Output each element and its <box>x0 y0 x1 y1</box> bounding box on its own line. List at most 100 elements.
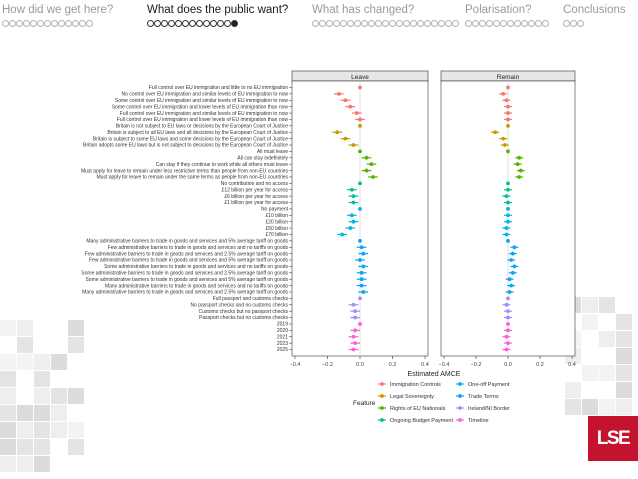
nav-slide-dot[interactable] <box>465 20 472 27</box>
nav-slide-dot[interactable] <box>319 20 326 27</box>
nav-slide-dot[interactable] <box>438 20 445 27</box>
nav-section-polarisation[interactable]: Polarisation? <box>465 4 549 27</box>
nav-slide-dot[interactable] <box>417 20 424 27</box>
estimate-point <box>343 136 348 141</box>
nav-section-title[interactable]: How did we get here? <box>2 4 114 16</box>
estimate-point <box>506 187 510 192</box>
estimate-point <box>351 334 356 339</box>
nav-slide-dot[interactable] <box>493 20 500 27</box>
nav-slide-dot[interactable] <box>154 20 161 27</box>
nav-slide-dot[interactable] <box>210 20 217 27</box>
y-tick-label: £50 billion <box>265 226 288 232</box>
nav-slide-dot[interactable] <box>2 20 9 27</box>
estimate-point <box>515 162 520 167</box>
nav-slide-dot[interactable] <box>424 20 431 27</box>
nav-section-title[interactable]: Conclusions <box>563 4 626 16</box>
nav-slide-dot[interactable] <box>224 20 231 27</box>
estimate-point <box>364 155 369 160</box>
nav-slide-dot[interactable] <box>528 20 535 27</box>
nav-slide-dot[interactable] <box>217 20 224 27</box>
nav-slide-dot[interactable] <box>189 20 196 27</box>
nav-section-what-does-the-public-want[interactable]: What does the public want? <box>147 4 289 27</box>
nav-slide-dot[interactable] <box>9 20 16 27</box>
estimate-point <box>506 328 510 333</box>
legend-entry: Ongoing Budget Payment <box>390 418 453 424</box>
y-tick-label: £6 billion per year for access <box>224 194 288 200</box>
estimate-point <box>504 194 509 199</box>
nav-slide-dot[interactable] <box>196 20 203 27</box>
nav-slide-dot[interactable] <box>340 20 347 27</box>
estimate-point <box>506 296 510 301</box>
nav-slide-dot[interactable] <box>333 20 340 27</box>
nav-slide-dot[interactable] <box>361 20 368 27</box>
nav-section-what-has-changed[interactable]: What has changed? <box>312 4 459 27</box>
nav-slide-dot[interactable] <box>203 20 210 27</box>
nav-slide-dot[interactable] <box>389 20 396 27</box>
nav-slide-dot[interactable] <box>452 20 459 27</box>
nav-slide-dot[interactable] <box>403 20 410 27</box>
nav-slide-dot[interactable] <box>514 20 521 27</box>
nav-slide-dot[interactable] <box>375 20 382 27</box>
nav-slide-dot[interactable] <box>347 20 354 27</box>
nav-slide-dot[interactable] <box>542 20 549 27</box>
x-tick-label: −0.2 <box>471 362 482 368</box>
x-tick-label: 0.4 <box>568 362 576 368</box>
nav-section-title[interactable]: What has changed? <box>312 4 415 16</box>
estimate-point <box>509 258 514 262</box>
nav-slide-dot[interactable] <box>431 20 438 27</box>
nav-slide-dot[interactable] <box>410 20 417 27</box>
nav-section-title[interactable]: What does the public want? <box>147 4 289 16</box>
nav-slide-dot[interactable] <box>16 20 23 27</box>
y-tick-label: No passport checks and no customs checks <box>190 302 288 308</box>
estimate-point <box>506 149 510 154</box>
estimate-point <box>353 309 358 314</box>
nav-slide-dot[interactable] <box>147 20 154 27</box>
nav-slide-dot[interactable] <box>58 20 65 27</box>
nav-slide-dot[interactable] <box>23 20 30 27</box>
nav-slide-dot[interactable] <box>182 20 189 27</box>
nav-slide-dot[interactable] <box>570 20 577 27</box>
nav-slide-dot[interactable] <box>86 20 93 27</box>
estimate-point <box>507 277 512 282</box>
nav-slide-dot[interactable] <box>563 20 570 27</box>
nav-slide-dot[interactable] <box>382 20 389 27</box>
estimate-point <box>340 232 345 237</box>
nav-slide-dot[interactable] <box>396 20 403 27</box>
nav-section-how-did-we-get-here[interactable]: How did we get here? <box>2 4 114 27</box>
nav-slide-dot[interactable] <box>479 20 486 27</box>
nav-section-conclusions[interactable]: Conclusions <box>563 4 626 27</box>
nav-slide-dot[interactable] <box>79 20 86 27</box>
nav-slide-dot[interactable] <box>354 20 361 27</box>
x-tick-label: 0.2 <box>536 362 544 368</box>
nav-slide-dot[interactable] <box>175 20 182 27</box>
nav-slide-dot[interactable] <box>472 20 479 27</box>
nav-slide-dot[interactable] <box>445 20 452 27</box>
nav-slide-dot[interactable] <box>507 20 514 27</box>
y-tick-label: Must apply for leave to remain under the… <box>97 175 289 181</box>
nav-slide-dot[interactable] <box>30 20 37 27</box>
estimate-point <box>506 111 510 115</box>
nav-slide-dot[interactable] <box>44 20 51 27</box>
nav-section-title[interactable]: Polarisation? <box>465 4 532 16</box>
nav-slide-dot[interactable] <box>326 20 333 27</box>
y-tick-label: Some control over EU immigration and sim… <box>115 98 289 104</box>
estimate-point <box>361 264 366 269</box>
nav-slide-dot[interactable] <box>51 20 58 27</box>
estimate-point <box>504 302 509 307</box>
nav-slide-dot[interactable] <box>72 20 79 27</box>
nav-slide-dot[interactable] <box>535 20 542 27</box>
y-tick-label: Full control over EU immigration and low… <box>117 117 289 123</box>
nav-slide-dot[interactable] <box>312 20 319 27</box>
nav-slide-dot[interactable] <box>231 20 238 27</box>
lse-logo-text: LSE <box>596 427 631 449</box>
estimate-point <box>358 296 362 301</box>
nav-slide-dot[interactable] <box>161 20 168 27</box>
nav-slide-dot[interactable] <box>486 20 493 27</box>
nav-slide-dot[interactable] <box>65 20 72 27</box>
nav-slide-dot[interactable] <box>577 20 584 27</box>
nav-slide-dot[interactable] <box>500 20 507 27</box>
nav-slide-dot[interactable] <box>168 20 175 27</box>
nav-slide-dot[interactable] <box>368 20 375 27</box>
nav-slide-dot[interactable] <box>521 20 528 27</box>
nav-slide-dot[interactable] <box>37 20 44 27</box>
